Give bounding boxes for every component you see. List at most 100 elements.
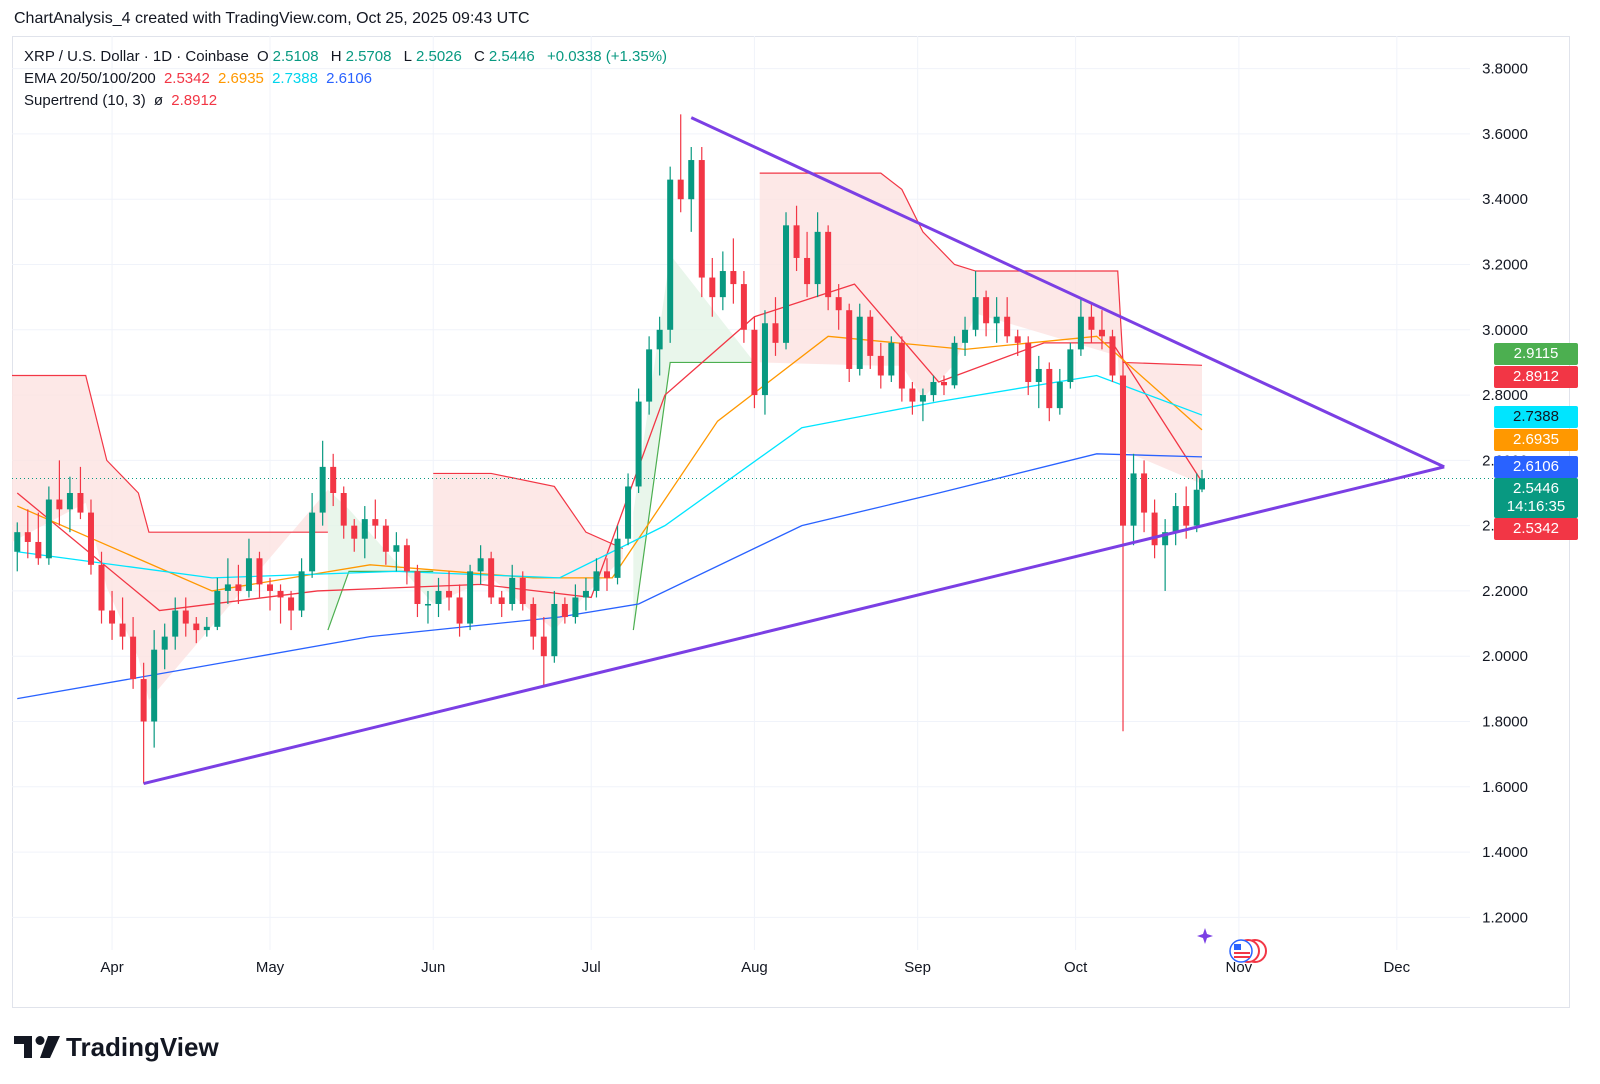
supertrend-up-fill	[633, 254, 755, 631]
candle	[1067, 342, 1074, 389]
legend-ema100: 2.7388	[272, 70, 318, 87]
candle-body	[245, 558, 252, 591]
candle	[930, 375, 937, 402]
candles	[14, 114, 1205, 784]
candle	[993, 297, 1000, 343]
candle	[277, 584, 284, 624]
y-axis-label: 1.8000	[1482, 714, 1528, 731]
x-axis-label: Dec	[1383, 959, 1410, 976]
candle-body	[519, 577, 526, 604]
candle	[1088, 303, 1095, 343]
candle-body	[351, 525, 358, 539]
candle-body	[140, 679, 147, 722]
candle	[1151, 499, 1158, 559]
candle	[877, 342, 884, 389]
tradingview-logo[interactable]: TradingView	[14, 1032, 219, 1062]
candle-body	[340, 493, 347, 526]
x-axis-label: Apr	[100, 959, 123, 976]
candle-body	[424, 603, 431, 606]
candle	[288, 590, 295, 631]
candle-body	[1193, 489, 1200, 526]
candle	[477, 545, 484, 585]
badge-ema200: 2.6106	[1494, 456, 1578, 478]
ema-line-ema50	[17, 335, 1203, 592]
candle	[24, 509, 31, 559]
candle	[825, 225, 832, 311]
candle-body	[24, 532, 31, 542]
economic-events-icon[interactable]	[1228, 938, 1268, 968]
candle	[719, 251, 726, 311]
trendline-resistance	[690, 116, 1445, 469]
candle-body	[119, 623, 126, 637]
candle	[235, 564, 242, 604]
candle	[161, 623, 168, 670]
candle	[330, 453, 337, 507]
candle	[1120, 362, 1127, 732]
legend-supertrend-value: 2.8912	[171, 92, 218, 109]
candle-body	[1056, 382, 1063, 409]
candle	[56, 460, 63, 526]
candle-body	[1141, 473, 1148, 513]
candle	[1025, 336, 1032, 396]
candle-body	[919, 395, 926, 402]
candle	[193, 617, 200, 644]
candle-body	[667, 179, 674, 330]
candle-body	[456, 597, 463, 624]
candle-body	[214, 590, 221, 627]
candle-body	[867, 316, 874, 356]
supertrend-down-line	[12, 374, 328, 533]
candle-body	[467, 571, 474, 624]
candle-body	[1077, 316, 1084, 350]
candle	[119, 597, 126, 650]
candle	[625, 473, 632, 546]
last-price-value: 2.5446	[1513, 480, 1559, 497]
candle-body	[993, 316, 1000, 324]
supertrend-down-fill	[12, 375, 328, 701]
candle	[256, 551, 263, 598]
candle-body	[87, 512, 94, 565]
candle-body	[730, 271, 737, 285]
candle-body	[361, 519, 368, 539]
legend-ema-label: EMA 20/50/100/200	[24, 70, 156, 87]
candle	[45, 486, 52, 565]
tradingview-wordmark: TradingView	[66, 1031, 219, 1062]
candle-body	[393, 545, 400, 552]
supertrend-down-line	[759, 172, 1203, 366]
candle-body	[1162, 532, 1169, 546]
candle-body	[1014, 336, 1021, 343]
candle-body	[793, 225, 800, 258]
trendlines	[143, 116, 1445, 785]
candle	[435, 577, 442, 618]
candle-body	[382, 525, 389, 552]
badge-ema100: 2.7388	[1494, 406, 1578, 428]
candle-body	[656, 329, 663, 350]
candle-body	[477, 558, 484, 572]
candle	[646, 336, 653, 415]
candle	[456, 584, 463, 637]
y-axis-label: 3.4000	[1482, 191, 1528, 208]
badge-supertrend-down: 2.8912	[1494, 366, 1578, 388]
candle	[593, 558, 600, 598]
candle	[130, 617, 137, 689]
legend-symbol: XRP / U.S. Dollar · 1D · Coinbase	[24, 48, 249, 65]
candle	[551, 590, 558, 663]
candle-body	[677, 179, 684, 200]
candle	[509, 564, 516, 611]
candle-body	[540, 636, 547, 657]
candle-body	[1004, 316, 1011, 337]
candle-body	[814, 231, 821, 285]
hidden-icon[interactable]: ø	[153, 92, 164, 109]
candle	[1130, 453, 1137, 546]
candle	[1098, 310, 1105, 350]
candle	[761, 310, 768, 415]
candle	[783, 212, 790, 350]
candle	[867, 310, 874, 369]
candle-body	[783, 225, 790, 343]
candle-body	[593, 571, 600, 591]
candle	[446, 571, 453, 611]
ema-line-ema100	[17, 374, 1203, 579]
candle-body	[972, 297, 979, 330]
candle-body	[646, 349, 653, 402]
countdown-timer: 14:16:35	[1506, 498, 1566, 515]
